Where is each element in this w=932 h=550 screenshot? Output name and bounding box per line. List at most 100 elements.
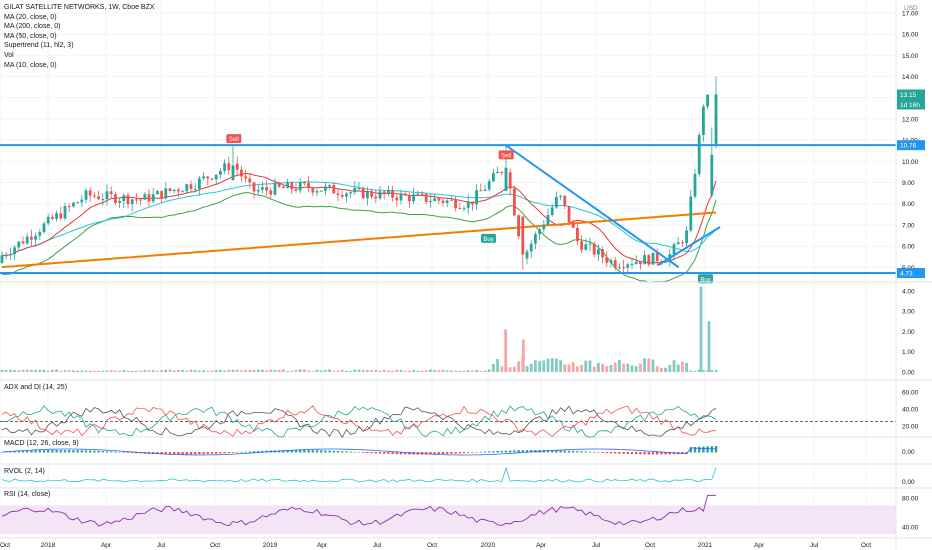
macd-histogram-bar xyxy=(341,451,344,453)
volume-bar xyxy=(303,369,306,372)
macd-histogram-bar xyxy=(311,450,314,453)
time-tick-label: 2018 xyxy=(41,542,56,549)
macd-histogram-bar xyxy=(635,452,638,455)
volume-peak-bar xyxy=(707,321,711,372)
candle-body xyxy=(147,194,151,202)
macd-histogram-bar xyxy=(26,450,29,453)
macd-histogram-bar xyxy=(89,450,92,453)
volume-bar xyxy=(13,370,16,372)
macd-histogram-bar xyxy=(626,452,629,454)
volume-bar xyxy=(702,370,705,372)
volume-bar xyxy=(76,370,79,372)
legend-ma20: MA (20, close, 0) xyxy=(4,13,57,21)
candle-body xyxy=(88,190,92,196)
volume-bar xyxy=(118,370,121,372)
macd-histogram-bar xyxy=(563,450,566,453)
candle-body xyxy=(286,182,289,189)
macd-histogram-bar xyxy=(618,452,621,454)
candle-body xyxy=(504,167,508,191)
macd-histogram-bar xyxy=(664,452,667,455)
candle-body xyxy=(441,200,445,203)
volume-bar xyxy=(483,370,487,372)
macd-histogram-bar xyxy=(458,452,461,454)
macd-histogram-bar xyxy=(97,450,100,453)
rvol-pane: 0.00 xyxy=(1,466,915,486)
candle-body xyxy=(30,236,33,240)
candle-body xyxy=(366,191,369,199)
macd-histogram-bar xyxy=(513,450,516,453)
candle-body xyxy=(361,187,365,199)
countdown-badge-text: 1d 16h xyxy=(900,102,920,109)
macd-histogram-bar xyxy=(572,450,575,453)
macd-histogram-bar xyxy=(80,450,83,453)
candle-body xyxy=(546,215,550,225)
candle-body xyxy=(563,195,567,207)
macd-histogram-bar xyxy=(345,451,348,453)
candle-body xyxy=(130,199,134,205)
candle-body xyxy=(303,182,306,184)
macd-histogram-bar xyxy=(21,450,25,453)
volume-bar xyxy=(0,369,4,372)
volume-bar xyxy=(601,363,604,372)
candle-body xyxy=(63,206,67,219)
price-tick-label: 7.00 xyxy=(902,222,915,229)
macd-histogram-bar xyxy=(118,451,121,453)
candle-body xyxy=(122,195,126,202)
macd-histogram-bar xyxy=(261,450,264,453)
macd-histogram-bar xyxy=(290,450,293,453)
adx-series-line xyxy=(1,405,717,439)
macd-histogram-bar xyxy=(164,452,167,455)
candle-body xyxy=(240,169,243,177)
volume-bar xyxy=(597,362,600,372)
volume-bar xyxy=(269,369,273,372)
volume-bar xyxy=(9,369,12,372)
macd-histogram-bar xyxy=(588,451,592,453)
volume-bar xyxy=(214,369,218,372)
legend-ma50: MA (50, close, 0) xyxy=(4,32,57,40)
candle-body xyxy=(101,199,105,201)
macd-histogram-bar xyxy=(643,452,646,455)
macd-histogram-bar xyxy=(332,450,335,453)
macd-histogram-bar xyxy=(441,452,445,455)
candle-body xyxy=(391,189,394,198)
candle-body xyxy=(21,241,25,244)
candle-body xyxy=(496,171,499,174)
candle-body xyxy=(517,215,520,237)
candle-body xyxy=(273,183,277,195)
rvol-line xyxy=(1,466,717,483)
volume-bar xyxy=(93,370,96,372)
candle-body xyxy=(702,106,705,135)
volume-bar xyxy=(324,369,327,372)
volume-bar xyxy=(403,370,407,372)
volume-bar xyxy=(441,369,445,372)
macd-histogram-bar xyxy=(294,450,298,453)
signal-label: Sell xyxy=(229,137,239,143)
candle-body xyxy=(357,187,361,189)
macd-histogram-bar xyxy=(580,451,583,453)
volume-bar xyxy=(231,369,235,372)
volume-bar xyxy=(294,369,298,372)
volume-bar xyxy=(345,370,348,372)
candle-body xyxy=(676,242,680,245)
volume-bar xyxy=(618,360,621,372)
candle-body xyxy=(580,241,583,250)
upper-level-badge-text: 10.76 xyxy=(900,143,917,150)
macd-histogram-bar xyxy=(630,452,634,455)
volume-bar xyxy=(244,369,247,372)
candle-body xyxy=(59,213,63,219)
candle-body xyxy=(311,188,315,193)
volume-bar xyxy=(122,369,126,372)
volume-bar xyxy=(517,361,520,372)
time-tick-label: Jul xyxy=(157,542,166,549)
volume-bar xyxy=(189,369,193,372)
candle-body xyxy=(4,255,8,257)
macd-histogram-bar xyxy=(63,450,67,453)
candle-body xyxy=(55,213,58,219)
volume-bar xyxy=(332,370,336,372)
candle-body xyxy=(193,188,197,190)
candle-body xyxy=(198,178,201,189)
candle-body xyxy=(403,193,407,196)
candle-body xyxy=(231,165,235,181)
candle-body xyxy=(550,207,554,216)
